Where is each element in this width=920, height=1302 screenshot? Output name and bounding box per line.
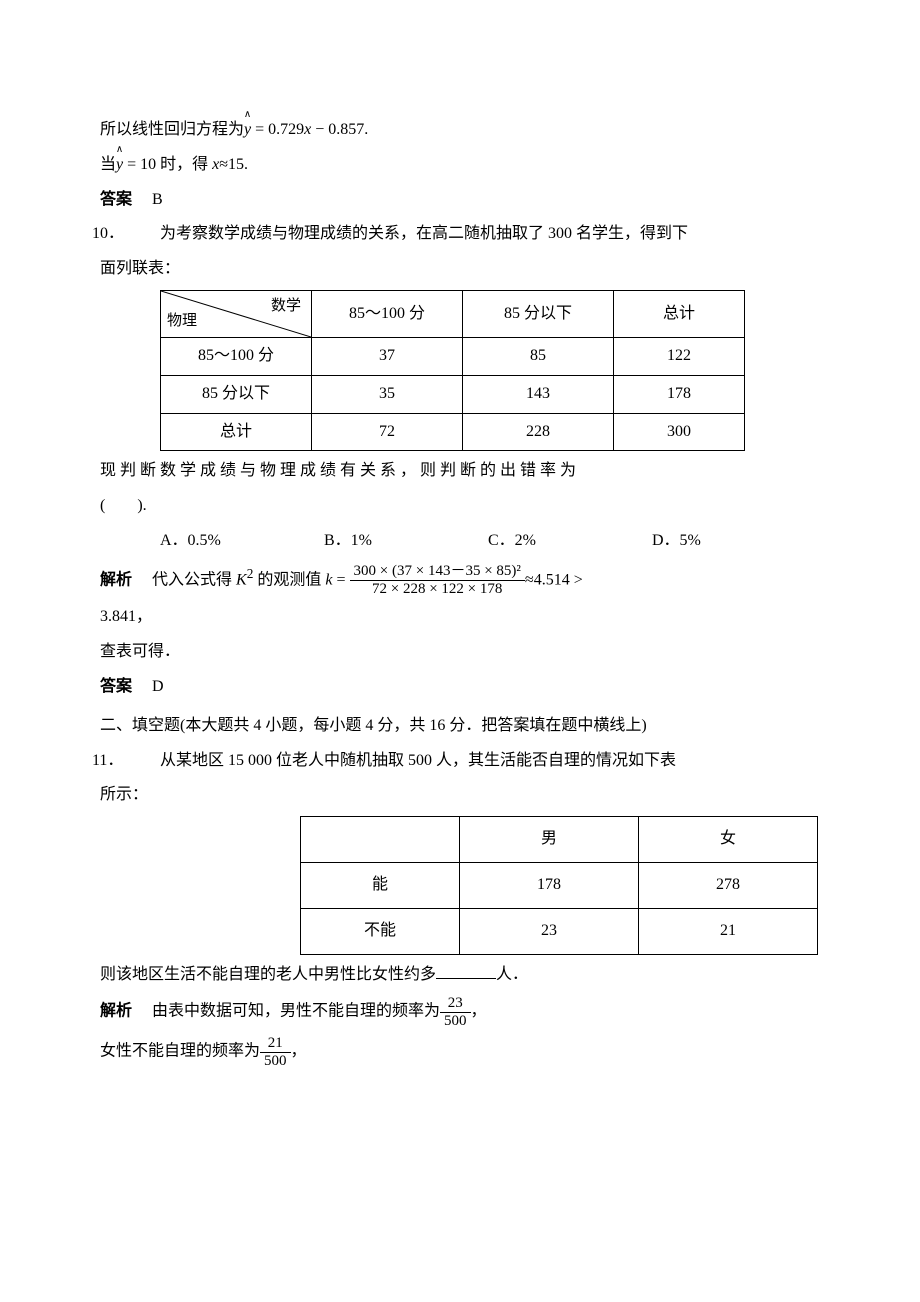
table-row: 总计 72 228 300 [161, 413, 745, 451]
tail: ≈15. [219, 156, 248, 173]
row-header: 总计 [161, 413, 312, 451]
row-header: 能 [301, 863, 460, 909]
K: K [236, 571, 247, 588]
q11-solution-line1: 解析 由表中数据可知，男性不能自理的频率为23500， [100, 995, 820, 1029]
text: ≈4.514 > [525, 571, 583, 588]
table-row: 85 分以下 35 143 178 [161, 375, 745, 413]
prev-regression-line: 所以线性回归方程为y = 0.729x − 0.857. [100, 116, 820, 145]
q11-stem-line1: 从某地区 15 000 位老人中随机抽取 500 人，其生活能否自理的情况如下表 [160, 752, 676, 769]
cell: 23 [460, 908, 639, 954]
prev-answer: 答案 B [100, 186, 820, 215]
q11-stem-line2: 所示： [100, 781, 820, 810]
empty-cell [301, 817, 460, 863]
text: 人． [496, 966, 528, 983]
prev-when-y10: 当y = 10 时，得 x≈15. [100, 151, 820, 180]
diag-bot: 物理 [167, 308, 197, 335]
frac-den: 500 [260, 1053, 291, 1070]
table-row: 数学 物理 85～100 分 85 分以下 总计 [161, 290, 745, 337]
cell: 143 [463, 375, 614, 413]
col-header: 女 [639, 817, 818, 863]
mid: = 10 时，得 [123, 156, 212, 173]
col-header: 男 [460, 817, 639, 863]
k-fraction: 300 × (37 × 143－35 × 85)²72 × 228 × 122 … [350, 563, 525, 597]
frac-num: 300 × (37 × 143－35 × 85)² [350, 563, 525, 581]
text: 则该地区生活不能自理的老人中男性比女性约多 [100, 966, 436, 983]
q10-stem: 10．为考察数学成绩与物理成绩的关系，在高二随机抽取了 300 名学生，得到下 [100, 220, 820, 249]
q10-solution-line1: 解析代入公式得 K2 的观测值 k = 300 × (37 × 143－35 ×… [100, 562, 820, 598]
q10-stem-line1: 为考察数学成绩与物理成绩的关系，在高二随机抽取了 300 名学生，得到下 [160, 225, 688, 242]
table-row: 男 女 [301, 817, 818, 863]
row-header: 85 分以下 [161, 375, 312, 413]
cell: 72 [312, 413, 463, 451]
cell: 85 [463, 337, 614, 375]
q10-table: 数学 物理 85～100 分 85 分以下 总计 85～100 分 37 85 … [160, 290, 745, 451]
cell: 37 [312, 337, 463, 375]
q11-solution-line2: 女性不能自理的频率为21500， [100, 1035, 820, 1069]
text: 女性不能自理的频率为 [100, 1043, 260, 1060]
option-c: C．2% [488, 527, 648, 556]
answer-value: B [152, 191, 163, 208]
q10-solution-line3: 查表可得． [100, 638, 820, 667]
solution-label: 解析 [100, 571, 132, 588]
q11-stem: 11．从某地区 15 000 位老人中随机抽取 500 人，其生活能否自理的情况… [100, 747, 820, 776]
col-header: 总计 [614, 290, 745, 337]
text: 的观测值 [253, 571, 325, 588]
cell: 122 [614, 337, 745, 375]
answer-value: D [152, 678, 164, 695]
diag-top: 数学 [271, 293, 301, 320]
eq: = 0.729 [251, 121, 304, 138]
option-a: A．0.5% [160, 527, 320, 556]
col-header: 85 分以下 [463, 290, 614, 337]
k: k [325, 571, 332, 588]
fraction-23-500: 23500 [440, 995, 471, 1029]
row-header: 85～100 分 [161, 337, 312, 375]
table-row: 能 178 278 [301, 863, 818, 909]
q11-number: 11． [126, 747, 160, 776]
cell: 278 [639, 863, 818, 909]
q10-solution-line2: 3.841， [100, 603, 820, 632]
eq: = [333, 571, 350, 588]
diag-header-cell: 数学 物理 [161, 290, 312, 337]
q10-number: 10． [126, 220, 160, 249]
y-hat: y [244, 116, 251, 145]
q11-table: 男 女 能 178 278 不能 23 21 [300, 816, 818, 954]
option-d: D．5% [652, 527, 812, 556]
frac-den: 500 [440, 1013, 471, 1030]
col-header: 85～100 分 [312, 290, 463, 337]
q10-answer: 答案 D [100, 673, 820, 702]
text: 代入公式得 [152, 571, 236, 588]
eq-tail: − 0.857. [311, 121, 368, 138]
tail: ， [291, 1043, 307, 1060]
cell: 178 [614, 375, 745, 413]
frac-den: 72 × 228 × 122 × 178 [350, 581, 525, 598]
table-row: 不能 23 21 [301, 908, 818, 954]
cell: 178 [460, 863, 639, 909]
fraction-21-500: 21500 [260, 1035, 291, 1069]
cell: 300 [614, 413, 745, 451]
frac-num: 21 [260, 1035, 291, 1053]
row-header: 不能 [301, 908, 460, 954]
answer-label: 答案 [100, 191, 132, 208]
q10-paren: ( ). [100, 492, 820, 521]
fill-blank[interactable] [436, 962, 496, 979]
text: 由表中数据可知，男性不能自理的频率为 [152, 1003, 440, 1020]
q10-stem-line2: 面列联表： [100, 255, 820, 284]
frac-num: 23 [440, 995, 471, 1013]
q11-after: 则该地区生活不能自理的老人中男性比女性约多 人． [100, 961, 820, 990]
option-b: B．1% [324, 527, 484, 556]
q10-after-table: 现判断数学成绩与物理成绩有关系，则判断的出错率为 [100, 457, 820, 486]
solution-label: 解析 [100, 1003, 132, 1020]
cell: 35 [312, 375, 463, 413]
text: 所以线性回归方程为 [100, 121, 244, 138]
cell: 21 [639, 908, 818, 954]
y-hat: y [116, 151, 123, 180]
q10-options: A．0.5% B．1% C．2% D．5% [160, 527, 820, 556]
table-row: 85～100 分 37 85 122 [161, 337, 745, 375]
cell: 228 [463, 413, 614, 451]
answer-label: 答案 [100, 678, 132, 695]
tail: ， [471, 1003, 487, 1020]
section2-heading: 二、填空题(本大题共 4 小题，每小题 4 分，共 16 分．把答案填在题中横线… [100, 712, 820, 741]
text: 当 [100, 156, 116, 173]
